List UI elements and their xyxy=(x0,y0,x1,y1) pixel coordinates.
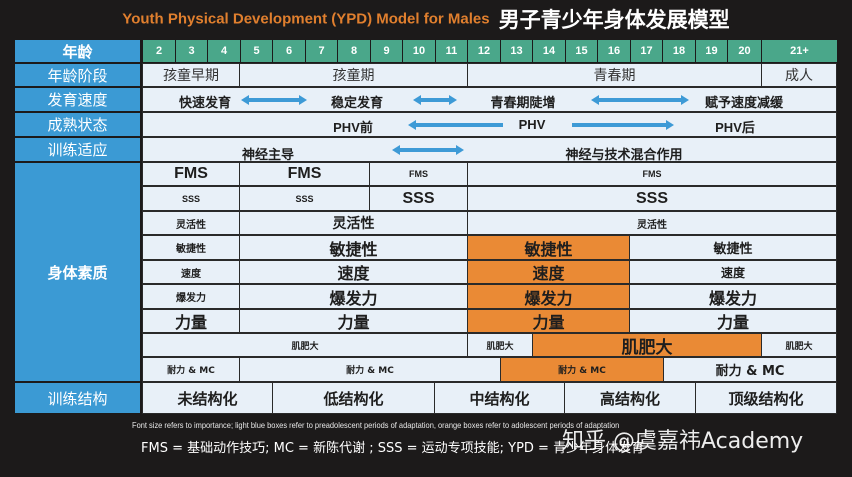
row-label-training-structure: 训练结构 xyxy=(14,382,141,414)
agility-adolescent-orange: 敏捷性 xyxy=(467,235,630,260)
maturation-phv: PHV xyxy=(518,117,546,132)
structure-very-high: 顶级结构化 xyxy=(695,382,837,414)
maturation-post-phv: PHV后 xyxy=(715,120,755,135)
growth-spurt: 青春期陡增 xyxy=(490,96,556,111)
age-cell: 17 xyxy=(630,39,663,63)
age-cell: 14 xyxy=(532,39,566,63)
age-cell: 15 xyxy=(565,39,598,63)
sss-childhood: SSS xyxy=(239,186,370,211)
endurance-late: 耐力 & MC xyxy=(663,357,837,382)
agility-early: 敏捷性 xyxy=(142,235,240,260)
row-label-age-stage: 年龄阶段 xyxy=(14,63,141,87)
row-label-growth-rate: 发育速度 xyxy=(14,87,141,112)
speed-early: 速度 xyxy=(142,260,240,284)
power-early: 爆发力 xyxy=(142,284,240,309)
maturation-pre-phv: PHV前 xyxy=(333,120,373,135)
structure-low: 低结构化 xyxy=(272,382,435,414)
power-late: 爆发力 xyxy=(629,284,837,309)
agility-late: 敏捷性 xyxy=(629,235,837,260)
hypertrophy-early-adolescent: 肌肥大 xyxy=(467,333,533,357)
hypertrophy-adult: 肌肥大 xyxy=(761,333,837,357)
stage-childhood: 孩童期 xyxy=(239,63,468,87)
sss-late-childhood: SSS xyxy=(369,186,468,211)
right-arrow-icon xyxy=(572,120,674,130)
age-cell: 11 xyxy=(435,39,468,63)
stage-early-childhood: 孩童早期 xyxy=(142,63,240,87)
age-cell: 6 xyxy=(272,39,306,63)
fms-adolescent: FMS xyxy=(467,162,837,186)
endurance-adolescent-orange: 耐力 & MC xyxy=(500,357,664,382)
mobility-childhood: 灵活性 xyxy=(239,211,468,235)
adaptation-neural: 神经主导 xyxy=(241,148,295,163)
age-cell: 21+ xyxy=(761,39,838,63)
growth-rapid: 快速发育 xyxy=(178,96,232,111)
age-cell: 20 xyxy=(727,39,762,63)
footnote-abbreviations: FMS = 基础动作技巧; MC = 新陈代谢 ; SSS = 运动专项技能; … xyxy=(141,441,645,456)
row-label-physical-qualities: 身体素质 xyxy=(14,162,141,382)
mobility-early: 灵活性 xyxy=(142,211,240,235)
title-english: Youth Physical Development (YPD) Model f… xyxy=(122,10,490,28)
age-cell: 9 xyxy=(370,39,403,63)
age-cell: 19 xyxy=(695,39,728,63)
watermark: 知乎 @虞嘉祎Academy xyxy=(562,429,804,454)
title-chinese: 男子青少年身体发展模型 xyxy=(498,8,730,32)
age-cell: 13 xyxy=(500,39,533,63)
age-cell: 12 xyxy=(467,39,501,63)
row-label-training-adaptation: 训练适应 xyxy=(14,137,141,162)
age-cell: 7 xyxy=(305,39,338,63)
speed-childhood: 速度 xyxy=(239,260,468,284)
sss-adolescent: SSS xyxy=(467,186,837,211)
speed-adolescent-orange: 速度 xyxy=(467,260,630,284)
agility-childhood: 敏捷性 xyxy=(239,235,468,260)
structure-high: 高结构化 xyxy=(564,382,696,414)
strength-late: 力量 xyxy=(629,309,837,333)
adaptation-neural-technical: 神经与技术混合作用 xyxy=(565,148,683,163)
stage-adolescence: 青春期 xyxy=(467,63,762,87)
double-arrow-icon xyxy=(392,145,464,155)
sss-early: SSS xyxy=(142,186,240,211)
age-cell: 8 xyxy=(337,39,371,63)
strength-childhood: 力量 xyxy=(239,309,468,333)
age-cell: 10 xyxy=(402,39,436,63)
fms-early: FMS xyxy=(142,162,240,186)
fms-childhood: FMS xyxy=(239,162,370,186)
growth-slowing: 赋予速度减缓 xyxy=(704,96,784,111)
age-cell: 3 xyxy=(175,39,208,63)
structure-moderate: 中结构化 xyxy=(434,382,565,414)
row-label-maturation: 成熟状态 xyxy=(14,112,141,137)
power-adolescent-orange: 爆发力 xyxy=(467,284,630,309)
strength-adolescent-orange: 力量 xyxy=(467,309,630,333)
age-cell: 16 xyxy=(597,39,631,63)
speed-late: 速度 xyxy=(629,260,837,284)
double-arrow-icon xyxy=(413,95,457,105)
age-cell: 18 xyxy=(662,39,696,63)
double-arrow-icon xyxy=(241,95,307,105)
endurance-early: 耐力 & MC xyxy=(142,357,240,382)
mobility-adolescent: 灵活性 xyxy=(467,211,837,235)
page-title: Youth Physical Development (YPD) Model f… xyxy=(0,4,852,34)
left-arrow-icon xyxy=(408,120,503,130)
adaptation-band xyxy=(142,137,837,162)
power-childhood: 爆发力 xyxy=(239,284,468,309)
strength-early: 力量 xyxy=(142,309,240,333)
hypertrophy-child: 肌肥大 xyxy=(142,333,468,357)
growth-steady: 稳定发育 xyxy=(330,96,384,111)
footnote-importance: Font size refers to importance; light bl… xyxy=(132,420,620,430)
structure-unstructured: 未结构化 xyxy=(142,382,273,414)
row-label-age: 年龄 xyxy=(14,39,141,63)
fms-late-childhood: FMS xyxy=(369,162,468,186)
age-cell: 2 xyxy=(142,39,176,63)
endurance-childhood: 耐力 & MC xyxy=(239,357,501,382)
stage-adult: 成人 xyxy=(761,63,837,87)
hypertrophy-adolescent-orange: 肌肥大 xyxy=(532,333,762,357)
age-cell: 5 xyxy=(240,39,273,63)
double-arrow-icon xyxy=(591,95,689,105)
age-cell: 4 xyxy=(207,39,241,63)
